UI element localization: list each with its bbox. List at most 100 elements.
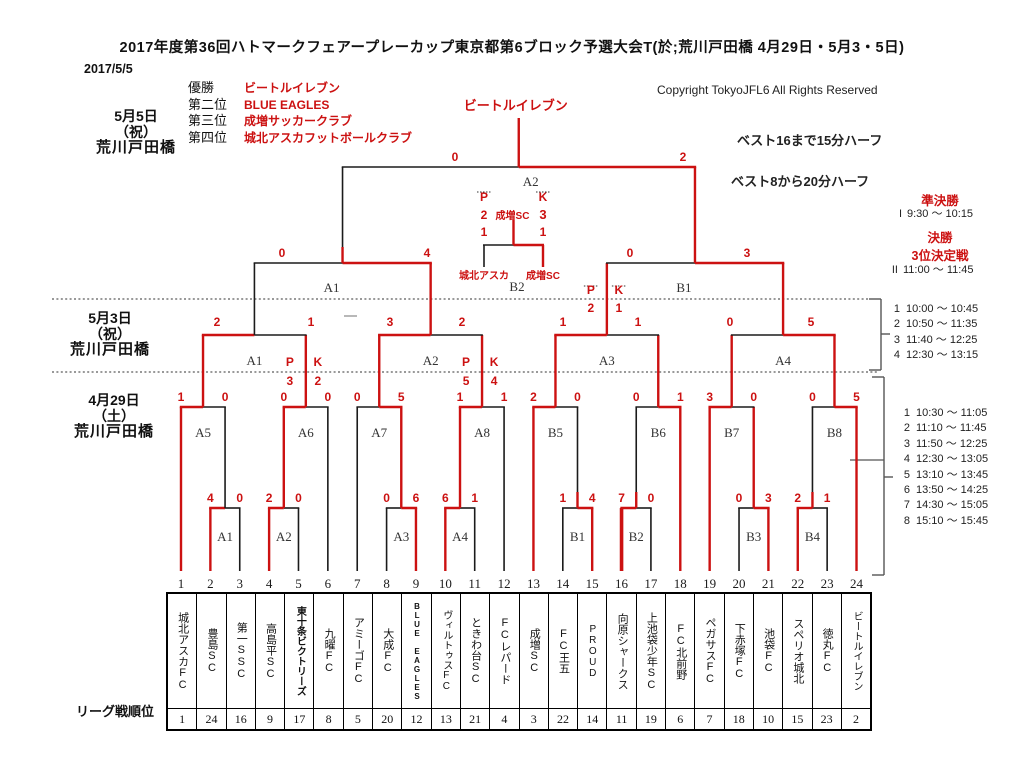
team-league-rank: 3	[530, 712, 537, 726]
team-number: 2	[207, 576, 214, 591]
schedule-row: 3 11:40 ～ 12:25	[893, 333, 978, 346]
team-name: BLUE EAGLES	[402, 594, 431, 709]
team-column: 豊島SC 24	[197, 594, 227, 729]
semifinal-label: 準決勝	[921, 194, 959, 208]
match-label: B7	[724, 425, 740, 440]
team-number: 4	[266, 576, 273, 591]
team-column: 池袋FC 10	[753, 594, 784, 729]
match-score: 4	[424, 246, 431, 260]
team-column: アミーゴFC 5	[343, 594, 374, 729]
match-label: B3	[746, 529, 761, 544]
team-league-rank: 16	[234, 712, 247, 726]
team-name: 東十条ビクトリーズ	[285, 594, 314, 709]
team-number: 3	[236, 576, 243, 591]
match-label: A2	[276, 529, 292, 544]
team-number: 19	[703, 576, 716, 591]
team-league-rank: 9	[267, 712, 274, 726]
match-score: 3	[706, 390, 713, 404]
team-number: 6	[325, 576, 332, 591]
team-number: 5	[295, 576, 302, 591]
team-name: 池袋FC	[753, 594, 783, 709]
team-column: 九曜FC 8	[314, 594, 344, 729]
team-column: PROUD 14	[578, 594, 608, 729]
team-name: FCレパード	[490, 594, 519, 709]
team-name: FC北前野	[666, 594, 695, 709]
match-score: 0	[809, 390, 816, 404]
team-league-rank: 5	[354, 712, 361, 726]
match-score: 2	[266, 491, 273, 505]
match-label: B2	[509, 279, 524, 294]
team-number: 21	[762, 576, 775, 591]
copyright-text: Copyright TokyoJFL6 All Rights Reserved	[657, 83, 878, 97]
match-score: 4	[207, 491, 214, 505]
team-column: ときわ台SC 21	[460, 594, 491, 729]
match-score: 0	[222, 390, 229, 404]
match-score: 3	[765, 491, 772, 505]
match-score: 1	[308, 315, 315, 329]
match-score: 3	[744, 246, 751, 260]
team-number: 11	[468, 576, 481, 591]
match-label: A1	[324, 280, 340, 295]
team-name: FC王五	[548, 594, 578, 709]
team-number: 7	[354, 576, 361, 591]
team-league-rank: 22	[557, 712, 569, 726]
match-score: 6	[442, 491, 449, 505]
team-number: 16	[615, 576, 629, 591]
pk-value: 2	[314, 374, 321, 388]
half-length-note-2: ベスト8から20分ハーフ	[731, 174, 870, 189]
schedule-row: 5 13:10 ～ 13:45	[903, 468, 989, 481]
round16-schedule: 1 10:30 ～ 11:05 2 11:10 ～ 11:45 3 11:50 ～ 12:…	[898, 406, 988, 529]
team-league-rank: 8	[325, 712, 332, 726]
team-column: 下赤塚FC 18	[724, 594, 754, 729]
team-column: FCレパード 4	[490, 594, 520, 729]
team-column: 城北アスカFC 1	[168, 594, 198, 729]
match-score: 0	[295, 491, 302, 505]
pk-value: 3	[539, 207, 546, 222]
standings-row: 第三位 成増サッカークラブ	[188, 113, 353, 128]
team-name: 上池袋少年SC	[636, 594, 666, 709]
team-column: スペリオ城北 15	[783, 594, 813, 729]
team-league-rank: 17	[293, 712, 306, 726]
pk-letter: K	[490, 355, 499, 369]
match-score: 1	[677, 390, 684, 404]
team-name: 大成FC	[373, 594, 402, 709]
team-name: ヴィルトゥスFC	[431, 594, 460, 709]
schedule-row: 7 14:30 ～ 15:05	[903, 499, 989, 512]
match-score: 5	[398, 390, 405, 404]
match-score: 0	[279, 246, 286, 260]
standings-row: 優勝 ビートルイレブン	[188, 80, 341, 95]
final-label: 決勝	[927, 231, 953, 245]
match-score: 3	[387, 315, 394, 329]
team-league-rank: 19	[644, 712, 657, 726]
match-score: 0	[325, 390, 332, 404]
match-score: 1	[540, 225, 547, 239]
team-league-rank: 4	[501, 712, 508, 726]
team-name: 徳丸FC	[812, 594, 841, 709]
team-name: 第一SSC	[226, 594, 255, 709]
team-league-rank: 7	[706, 712, 713, 726]
schedule-row: 4 12:30 ～ 13:15	[893, 349, 979, 362]
team-column: 第一SSC 16	[226, 594, 256, 729]
team-number: 8	[383, 576, 390, 591]
date-note: 2017/5/5	[84, 62, 133, 76]
team-column: 徳丸FC 23	[812, 594, 842, 729]
match-score: 0	[750, 390, 757, 404]
match-score: 0	[574, 390, 581, 404]
team-league-rank: 13	[439, 712, 452, 726]
pk-value: 2	[481, 208, 488, 222]
team-name: ときわ台SC	[460, 594, 490, 709]
pk-letter: K	[539, 190, 548, 204]
team-name: スペリオ城北	[783, 594, 812, 709]
third-team-name: 城北アスカ	[459, 269, 509, 282]
match-score: 1	[559, 491, 566, 505]
team-table: 城北アスカFC 1 豊島SC 24 第一SSC 16 高島平SC 9 東十条ビクトリーズ 17 九曜…	[166, 592, 872, 731]
match-label: B1	[676, 280, 691, 295]
team-league-rank: 18	[732, 712, 745, 726]
team-league-rank: 14	[586, 712, 599, 726]
final-time-row: II 11:00 ～ 11:45	[891, 264, 974, 276]
match-label: A6	[298, 425, 314, 440]
match-score: 5	[808, 315, 815, 329]
match-score: 0	[354, 390, 361, 404]
